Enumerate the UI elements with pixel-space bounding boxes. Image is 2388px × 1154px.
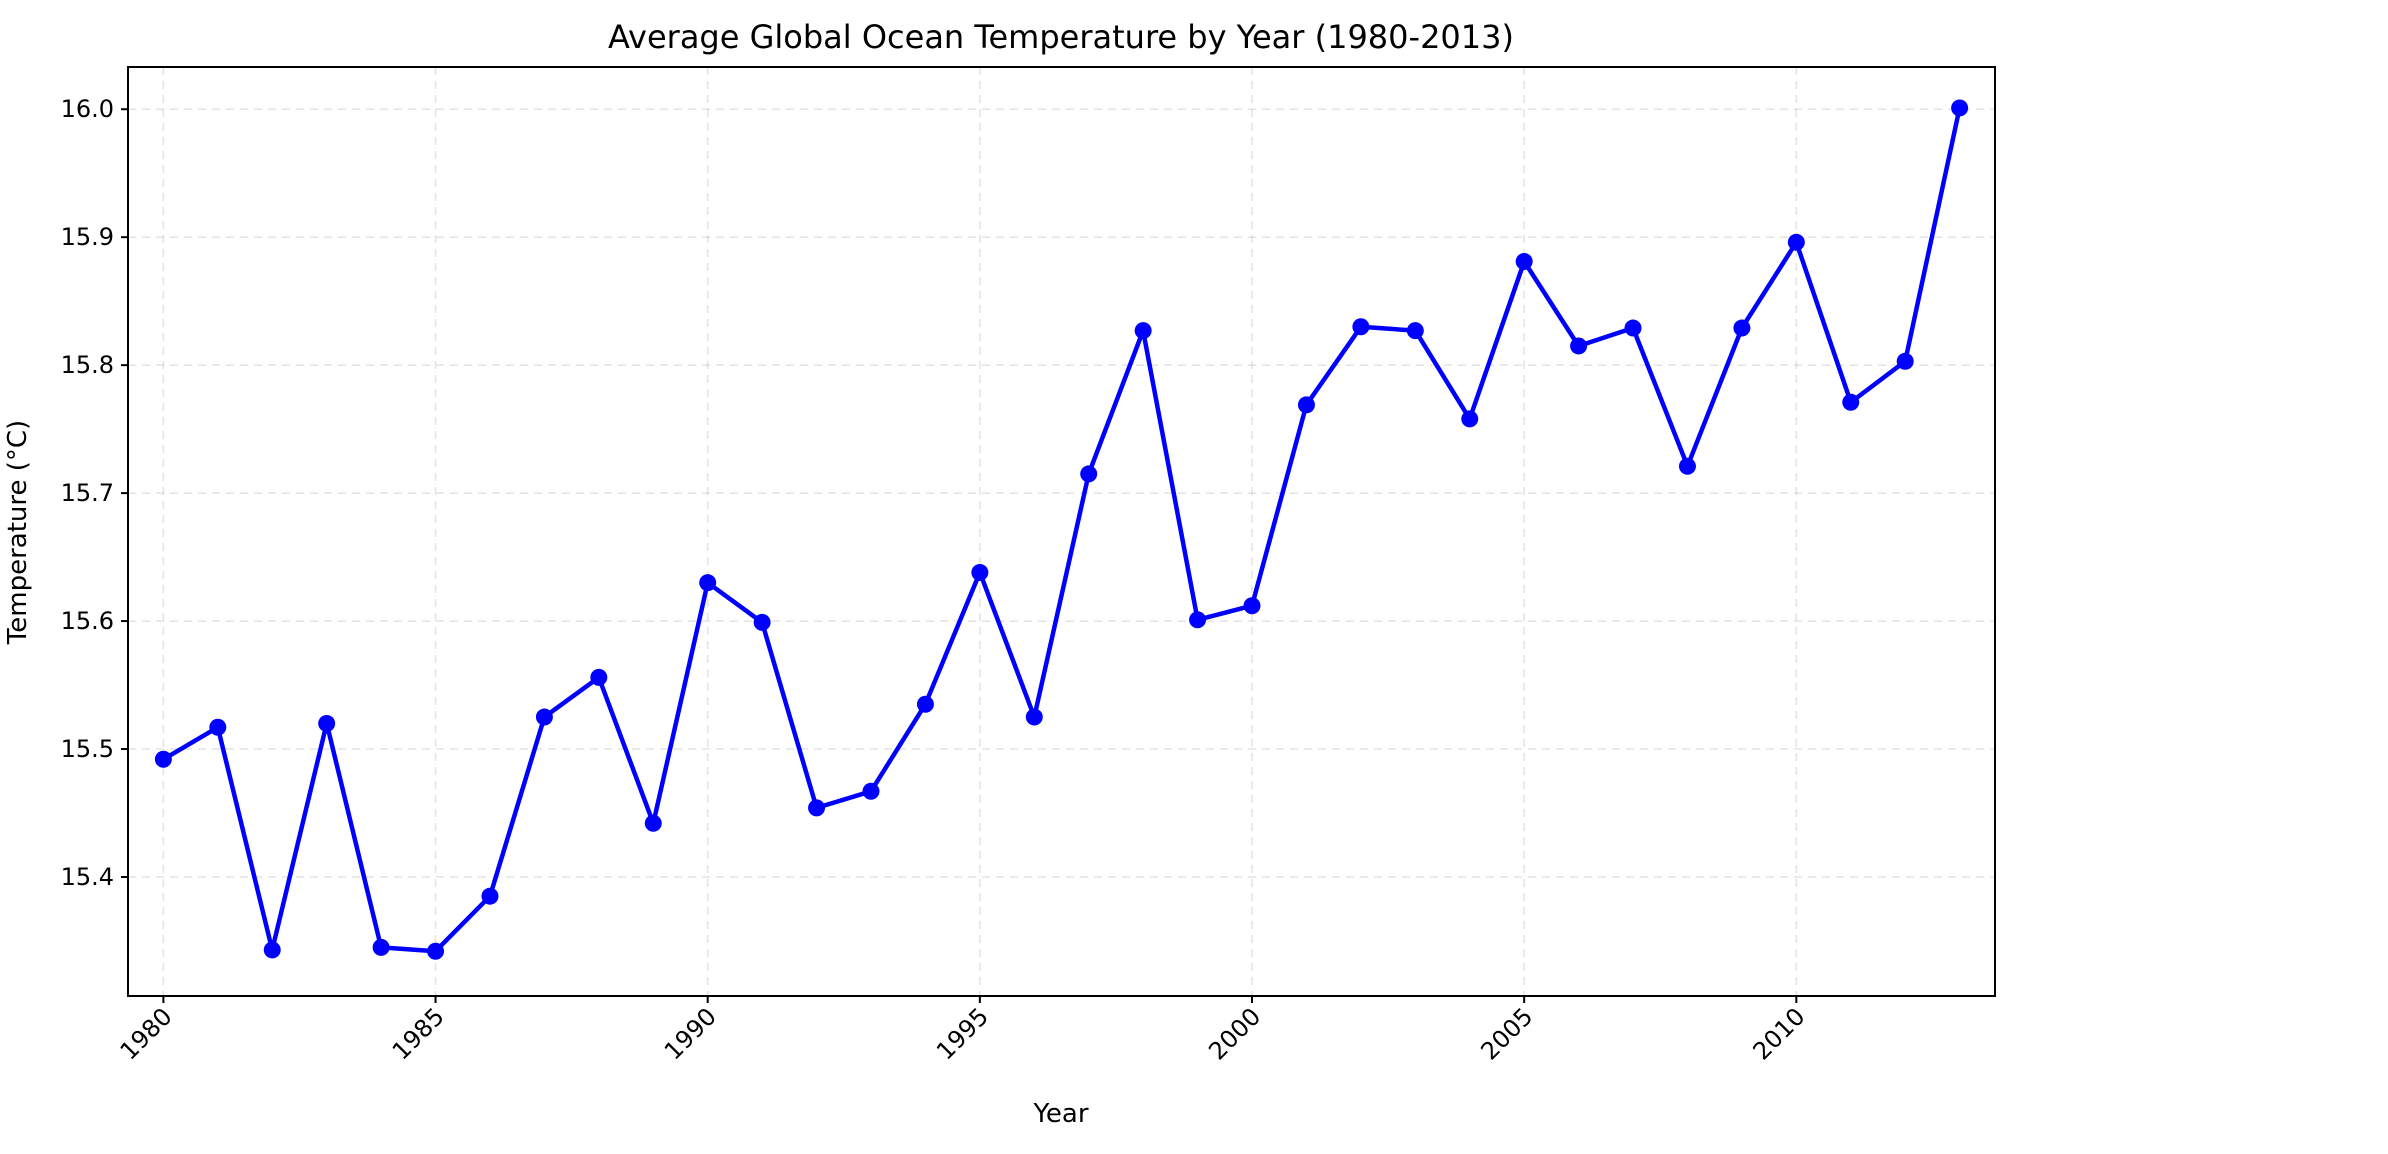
y-axis: 15.4 15.5 15.6 15.7 15.8 15.9 16.0 [61, 95, 128, 891]
series-line [162, 107, 1962, 954]
data-point [209, 718, 227, 736]
y-axis-label: Temperature (°C) [3, 420, 33, 645]
data-point [1297, 396, 1315, 414]
series-layer [154, 99, 1969, 960]
data-point [372, 938, 390, 956]
data-point [535, 708, 553, 726]
data-point [1624, 319, 1642, 337]
data-point [1733, 319, 1751, 337]
y-tick-label: 15.6 [61, 607, 114, 635]
data-point [862, 782, 880, 800]
data-point [971, 563, 989, 581]
x-tick-label: 1995 [931, 1002, 994, 1065]
y-tick-label: 15.9 [61, 223, 114, 251]
data-point [1515, 253, 1533, 271]
data-point [699, 574, 717, 592]
data-point [1896, 352, 1914, 370]
data-point [753, 613, 771, 631]
x-tick-label: 2010 [1748, 1002, 1811, 1065]
data-point [808, 799, 826, 817]
data-point [263, 941, 281, 959]
x-axis-label: Year [1032, 1099, 1088, 1129]
data-point [1352, 318, 1370, 336]
y-tick-label: 15.4 [61, 863, 114, 891]
grid-lines [128, 67, 1995, 996]
data-point [1025, 708, 1043, 726]
data-point [154, 750, 172, 768]
data-point [1080, 465, 1098, 483]
x-tick-label: 2005 [1475, 1002, 1538, 1065]
plot-frame [127, 66, 1996, 997]
y-tick-label: 16.0 [61, 95, 114, 123]
x-tick-label: 1985 [387, 1002, 450, 1065]
data-point [644, 814, 662, 832]
data-point [1243, 597, 1261, 615]
data-point [916, 695, 934, 713]
chart-title: Average Global Ocean Temperature by Year… [608, 18, 1514, 56]
data-point [1189, 611, 1207, 629]
data-point [1461, 410, 1479, 428]
x-tick-label: 2000 [1203, 1002, 1266, 1065]
x-tick-label: 1980 [115, 1002, 178, 1065]
x-axis: 1980 1985 1990 1995 2000 2005 2010 [115, 996, 1811, 1065]
data-point [1787, 233, 1805, 251]
x-tick-label: 1990 [659, 1002, 722, 1065]
y-tick-label: 15.5 [61, 735, 114, 763]
data-point [590, 668, 608, 686]
data-point [318, 714, 336, 732]
data-point [1678, 457, 1696, 475]
data-point [1842, 393, 1860, 411]
y-tick-label: 15.8 [61, 351, 114, 379]
data-point [1134, 322, 1152, 340]
data-point [427, 942, 445, 960]
y-tick-label: 15.7 [61, 479, 114, 507]
data-point [481, 887, 499, 905]
data-point [1406, 322, 1424, 340]
data-point [1570, 337, 1588, 355]
data-point [1951, 99, 1969, 117]
